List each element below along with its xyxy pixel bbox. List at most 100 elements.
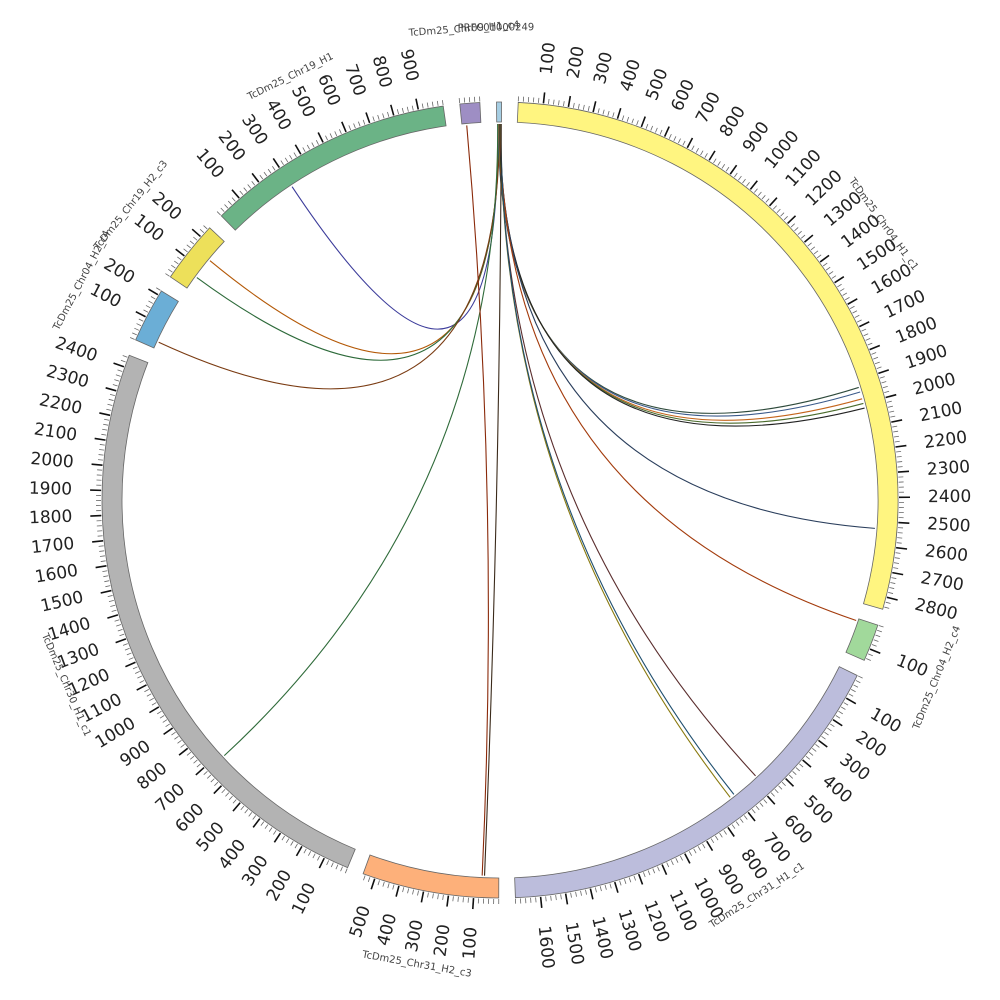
segment-tcdm25-chr09-h1-c4 [459, 102, 482, 125]
minor-tick [124, 647, 130, 651]
minor-tick [174, 260, 179, 265]
minor-tick [112, 384, 118, 387]
minor-tick [177, 740, 182, 744]
minor-tick [765, 198, 770, 203]
minor-tick [232, 799, 237, 804]
minor-tick [334, 131, 338, 137]
tick-label: 1600 [534, 925, 558, 970]
minor-tick [828, 271, 834, 275]
minor-tick [553, 99, 555, 105]
minor-tick [268, 827, 273, 832]
minor-tick [210, 778, 215, 783]
minor-tick [193, 236, 198, 241]
minor-tick [886, 400, 892, 403]
minor-tick [126, 652, 132, 656]
minor-tick [151, 702, 157, 706]
minor-tick [357, 121, 361, 127]
segment-prfc01000249 [496, 101, 502, 123]
minor-tick [372, 116, 375, 122]
minor-tick [264, 824, 269, 829]
minor-tick [825, 266, 831, 271]
minor-tick [303, 848, 307, 854]
major-tick [295, 845, 303, 857]
minor-tick [545, 896, 547, 902]
minor-tick [895, 552, 901, 554]
minor-tick [857, 675, 863, 679]
major-tick [113, 362, 125, 368]
minor-tick [177, 256, 182, 261]
minor-tick [815, 744, 820, 748]
minor-tick [110, 604, 116, 607]
segment-tcdm25-chr30-h1-c1 [101, 354, 356, 869]
tick-label: 500 [642, 66, 672, 103]
minor-tick [896, 542, 902, 544]
major-tick [231, 189, 240, 199]
tick-label: 100 [288, 880, 320, 918]
minor-tick [329, 133, 333, 139]
minor-tick [719, 832, 723, 838]
minor-tick [134, 671, 140, 674]
major-tick [785, 778, 795, 787]
tick-label: 1800 [893, 313, 941, 348]
minor-tick [150, 296, 156, 300]
minor-tick [377, 114, 380, 120]
minor-tick [280, 160, 284, 166]
minor-tick [655, 127, 658, 133]
major-tick [191, 228, 201, 238]
minor-tick [132, 666, 138, 670]
minor-tick [149, 697, 154, 702]
minor-tick [597, 108, 600, 114]
minor-tick [139, 680, 145, 684]
major-tick [163, 727, 174, 736]
minor-tick [843, 702, 849, 706]
major-tick [446, 895, 450, 907]
major-tick [471, 898, 475, 910]
segment-tcdm25-chr19-h1 [220, 105, 447, 231]
segment-tcdm25-chr31-h2-c3 [362, 854, 500, 899]
tick-label: 100 [537, 41, 560, 75]
minor-tick [675, 858, 679, 863]
minor-tick [873, 356, 879, 360]
minor-tick [868, 653, 873, 657]
minor-tick [695, 147, 699, 153]
minor-tick [822, 262, 828, 267]
minor-tick [863, 333, 869, 337]
minor-tick [871, 352, 877, 355]
minor-tick [148, 300, 153, 304]
minor-tick [633, 875, 637, 881]
minor-tick [99, 449, 105, 451]
major-tick [845, 697, 857, 705]
minor-tick [120, 359, 126, 363]
minor-tick [105, 585, 111, 588]
segment-label: TcDm25_Chr31_H2_c3 [360, 949, 472, 980]
minor-tick [426, 102, 429, 108]
minor-tick [452, 896, 454, 902]
minor-tick [251, 181, 256, 186]
major-tick [803, 234, 814, 243]
major-tick [420, 891, 425, 903]
link-ribbon [158, 123, 501, 390]
minor-tick [406, 106, 409, 112]
tick-label: 2600 [924, 541, 969, 566]
minor-tick [704, 153, 708, 158]
minor-tick [157, 710, 162, 715]
minor-tick [679, 855, 683, 861]
tick-label: 300 [402, 918, 428, 954]
tick-label: 2000 [30, 449, 75, 473]
minor-tick [876, 366, 882, 369]
minor-tick [196, 763, 201, 768]
major-tick [567, 95, 572, 108]
minor-tick [431, 101, 434, 107]
minor-tick [108, 398, 114, 401]
minor-tick [165, 723, 170, 728]
minor-tick [220, 207, 225, 212]
minor-tick [108, 599, 114, 602]
minor-tick [548, 98, 550, 105]
major-tick [251, 172, 260, 183]
minor-tick [888, 592, 894, 594]
minor-tick [831, 275, 837, 279]
minor-tick [189, 240, 195, 245]
minor-tick [104, 580, 110, 583]
minor-tick [852, 310, 858, 314]
major-tick [178, 747, 189, 756]
